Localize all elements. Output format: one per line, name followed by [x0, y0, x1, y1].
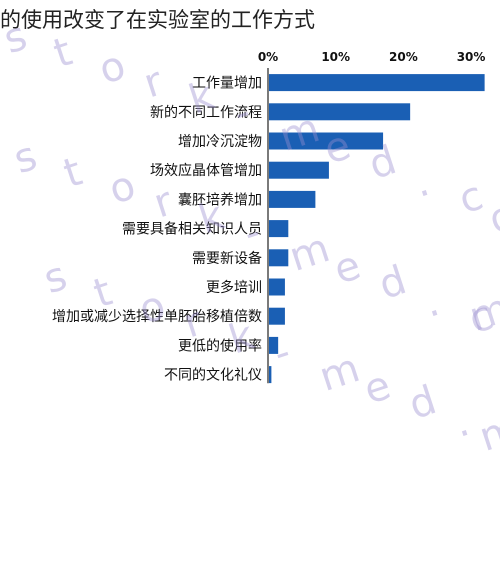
category-label: 场效应晶体管增加: [150, 162, 262, 179]
bar: [269, 103, 411, 121]
category-label: 增加冷沉淀物: [178, 134, 262, 150]
x-tick-label: 30%: [457, 50, 486, 64]
category-label: 更多培训: [206, 279, 262, 296]
bar-chart: 0% 10% 20% 30% 工作量增加新的不同工作流程增加冷沉淀物场效应晶体管增加囊胚…: [52, 50, 486, 384]
x-tick-label: 0%: [258, 50, 278, 64]
bar: [269, 220, 289, 238]
category-label: 新的不同工作流程: [150, 105, 262, 121]
category-label: 增加或减少选择性单胚胎移植倍数: [52, 309, 262, 325]
bar: [269, 249, 289, 267]
bar: [269, 307, 285, 325]
category-label: 更低的使用率: [178, 337, 262, 354]
bar: [269, 336, 279, 354]
category-label: 工作量增加: [192, 76, 262, 92]
bar: [269, 161, 329, 179]
watermark-glyph: c: [493, 412, 500, 464]
watermark-glyph: .: [448, 399, 475, 447]
x-tick-label: 10%: [321, 50, 350, 64]
category-label: 不同的文化礼仪: [164, 368, 262, 384]
x-tick-label: 20%: [389, 50, 418, 64]
bar: [269, 190, 316, 208]
category-label: 需要具备相关知识人员: [122, 221, 262, 238]
bar: [269, 74, 485, 92]
chart-title: 的使用改变了在实验室的工作方式: [0, 8, 315, 32]
bar: [269, 366, 272, 384]
bar: [269, 132, 384, 150]
category-label: 囊胚培养增加: [178, 191, 262, 208]
watermark-glyph: m: [473, 405, 500, 461]
bar: [269, 278, 285, 296]
category-label: 需要新设备: [192, 250, 262, 267]
